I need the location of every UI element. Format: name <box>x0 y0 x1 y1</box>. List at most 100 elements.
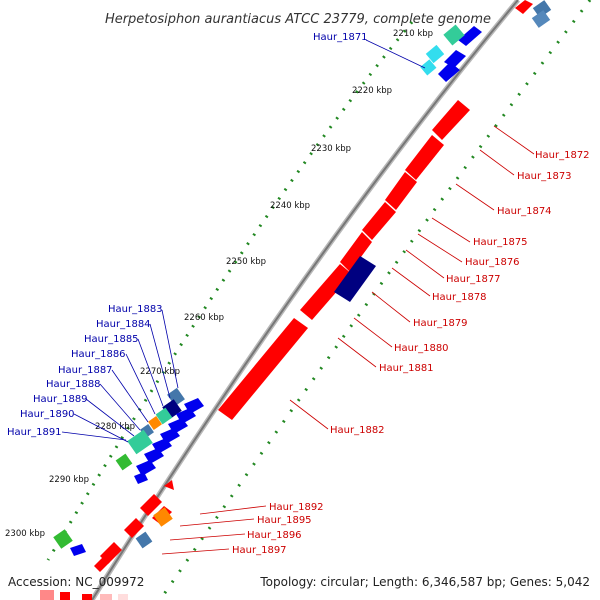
genome-summary-text: Topology: circular; Length: 6,346,587 bp… <box>259 575 590 589</box>
cds-box <box>420 59 437 76</box>
leader-line <box>111 369 149 423</box>
gene-label: Haur_1878 <box>432 292 487 303</box>
features-cluster-bottom <box>53 480 174 572</box>
gene-label: Haur_1884 <box>96 319 151 330</box>
leader-line <box>99 383 141 431</box>
ruler-label: 2220 kbp <box>352 86 392 96</box>
cds-box <box>531 10 551 28</box>
red-leader-lines <box>161 125 535 555</box>
cds-box <box>118 594 128 600</box>
cds-arrow <box>458 26 482 46</box>
ruler-label: 2240 kbp <box>270 201 310 211</box>
gene-label: Haur_1885 <box>84 334 139 345</box>
leader-line <box>493 125 535 155</box>
cds-box <box>53 529 73 549</box>
cds-arrow <box>515 0 533 14</box>
leader-line <box>289 399 329 430</box>
leader-line <box>417 233 463 263</box>
gene-label: Haur_1890 <box>20 409 75 420</box>
gene-label: Haur_1871 <box>313 32 368 43</box>
cds-box <box>167 387 185 407</box>
gene-label: Haur_1882 <box>330 425 385 436</box>
map-title: Herpetosiphon aurantiacus ATCC 23779, co… <box>105 12 491 27</box>
features-top <box>420 0 552 82</box>
cds-box <box>100 594 112 600</box>
leader-line <box>479 149 515 176</box>
cds-arrow <box>340 232 372 272</box>
features-bottom-edge <box>40 590 128 600</box>
leader-line <box>161 309 179 389</box>
cds-box <box>334 256 376 302</box>
gene-label: Haur_1891 <box>7 427 62 438</box>
leader-line <box>199 505 267 515</box>
leader-line <box>137 338 164 407</box>
leader-line <box>391 267 431 297</box>
ruler-label: 2290 kbp <box>49 475 89 485</box>
cds-arrow <box>70 544 86 556</box>
gene-label: Haur_1881 <box>379 363 434 374</box>
features-cluster-middle <box>115 387 204 484</box>
cds-arrow <box>136 460 156 476</box>
ruler-label: 2230 kbp <box>311 144 351 154</box>
leader-line <box>125 353 156 415</box>
gene-label: Haur_1886 <box>71 349 126 360</box>
gc-skew-inner-track <box>158 0 592 600</box>
gene-label: Haur_1892 <box>269 502 324 513</box>
gene-label: Haur_1875 <box>473 237 528 248</box>
blue-leader-lines <box>61 39 426 443</box>
cds-box <box>115 453 133 471</box>
cds-arrow <box>94 556 110 572</box>
cds-box <box>127 429 153 455</box>
leader-line <box>365 39 426 69</box>
leader-line <box>405 249 445 279</box>
gene-label: Haur_1879 <box>413 318 468 329</box>
cds-arrow <box>134 472 148 484</box>
cds-box <box>60 592 70 600</box>
gene-label: Haur_1888 <box>46 379 101 390</box>
leader-line <box>73 413 129 443</box>
leader-line <box>61 431 127 441</box>
ruler-label: 2270 kbp <box>140 367 180 377</box>
ruler-label: 2210 kbp <box>393 29 433 39</box>
cds-arrow <box>385 172 417 210</box>
gene-label: Haur_1880 <box>394 343 449 354</box>
cds-arrow <box>432 100 470 140</box>
gene-label: Haur_1896 <box>247 530 302 541</box>
cds-box <box>82 594 92 600</box>
ruler-label: 2280 kbp <box>95 422 135 432</box>
cds-arrow <box>362 202 396 240</box>
gene-label: Haur_1872 <box>535 150 590 161</box>
cds-box <box>40 590 54 600</box>
cds-arrow <box>438 62 460 82</box>
accession-text: Accession: NC_009972 <box>8 575 144 589</box>
cds-box <box>425 44 445 64</box>
ruler-label: 2260 kbp <box>184 313 224 323</box>
leader-line <box>179 518 255 527</box>
cds-arrow <box>300 264 352 320</box>
gene-label: Haur_1897 <box>232 545 287 556</box>
ruler-label: 2250 kbp <box>226 257 266 267</box>
cds-arrow <box>124 518 144 538</box>
gene-label: Haur_1883 <box>108 304 163 315</box>
gene-label: Haur_1876 <box>465 257 520 268</box>
cds-box <box>443 24 465 46</box>
leader-line <box>337 337 377 368</box>
cds-box <box>135 531 153 549</box>
gene-label: Haur_1889 <box>33 394 88 405</box>
leader-line <box>431 217 471 243</box>
gene-label: Haur_1887 <box>58 365 113 376</box>
gene-label: Haur_1895 <box>257 515 312 526</box>
leader-line <box>149 323 171 399</box>
features-reverse-chain <box>218 100 470 420</box>
cds-arrow <box>164 480 174 490</box>
leader-line <box>161 548 230 555</box>
ruler-label: 2300 kbp <box>5 529 45 539</box>
leader-line <box>169 533 246 541</box>
cds-box <box>155 407 173 425</box>
cds-arrow <box>405 135 444 180</box>
cds-arrow <box>144 448 164 464</box>
cds-box <box>148 416 162 430</box>
leader-line <box>455 183 495 211</box>
gene-label: Haur_1874 <box>497 206 552 217</box>
